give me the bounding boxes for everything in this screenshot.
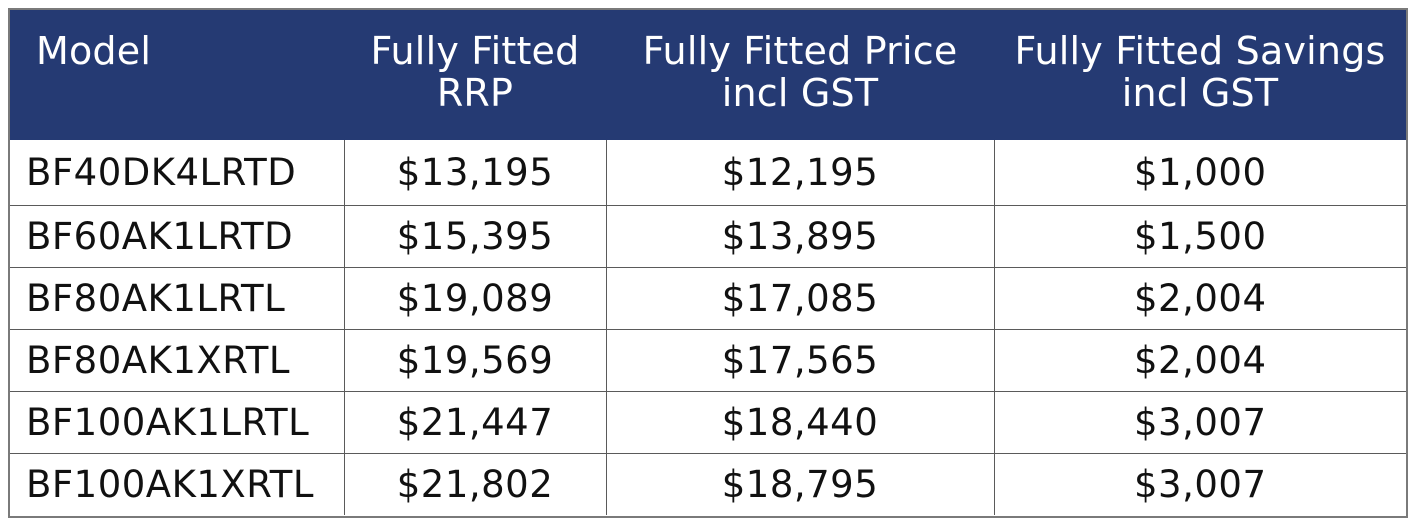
cell-price: $12,195 [605,140,994,206]
header-price-line-2: incl GST [721,71,879,115]
table-row: BF80AK1LRTL $19,089 $17,085 $2,004 [10,267,1406,330]
cell-model: BF100AK1LRTL [10,391,344,454]
cell-savings: $3,007 [993,391,1406,454]
price-table: Model Fully Fitted RRP Fully Fitted Pric… [10,10,1406,515]
table-row: BF40DK4LRTD $13,195 $12,195 $1,000 [10,140,1406,206]
cell-rrp: $13,195 [343,140,606,206]
table-row: BF100AK1LRTL $21,447 $18,440 $3,007 [10,391,1406,454]
header-savings-line-1: Fully Fitted Savings [1014,29,1386,73]
price-table-container: Model Fully Fitted RRP Fully Fitted Pric… [8,8,1408,518]
cell-savings: $1,000 [993,140,1406,206]
cell-savings: $2,004 [993,329,1406,392]
cell-savings: $1,500 [993,205,1406,268]
header-model: Model [10,10,344,140]
header-rrp-line-1: Fully Fitted [370,29,580,73]
cell-price: $18,440 [605,391,994,454]
cell-savings: $3,007 [993,453,1406,515]
cell-rrp: $21,447 [343,391,606,454]
cell-model: BF60AK1LRTD [10,205,344,268]
header-price: Fully Fitted Price incl GST [606,10,994,140]
cell-rrp: $19,569 [343,329,606,392]
cell-savings: $2,004 [993,267,1406,330]
cell-price: $17,085 [605,267,994,330]
table-row: BF80AK1XRTL $19,569 $17,565 $2,004 [10,329,1406,392]
table-row: BF60AK1LRTD $15,395 $13,895 $1,500 [10,205,1406,268]
cell-price: $18,795 [605,453,994,515]
cell-price: $13,895 [605,205,994,268]
cell-rrp: $19,089 [343,267,606,330]
cell-rrp: $15,395 [343,205,606,268]
header-rrp: Fully Fitted RRP [344,10,606,140]
table-row: BF100AK1XRTL $21,802 $18,795 $3,007 [10,453,1406,515]
header-price-line-1: Fully Fitted Price [642,29,958,73]
table-header: Model Fully Fitted RRP Fully Fitted Pric… [10,10,1406,140]
cell-rrp: $21,802 [343,453,606,515]
header-model-label: Model [36,29,152,73]
cell-price: $17,565 [605,329,994,392]
cell-model: BF80AK1LRTL [10,267,344,330]
cell-model: BF100AK1XRTL [26,462,314,506]
header-savings-line-2: incl GST [1121,71,1279,115]
header-row: Model Fully Fitted RRP Fully Fitted Pric… [10,10,1406,140]
cell-model: BF80AK1XRTL [10,329,344,392]
cell-model: BF40DK4LRTD [10,140,344,206]
table-body: BF40DK4LRTD $13,195 $12,195 $1,000 BF60A… [10,140,1406,515]
header-savings: Fully Fitted Savings incl GST [994,10,1406,140]
header-rrp-line-2: RRP [436,71,514,115]
